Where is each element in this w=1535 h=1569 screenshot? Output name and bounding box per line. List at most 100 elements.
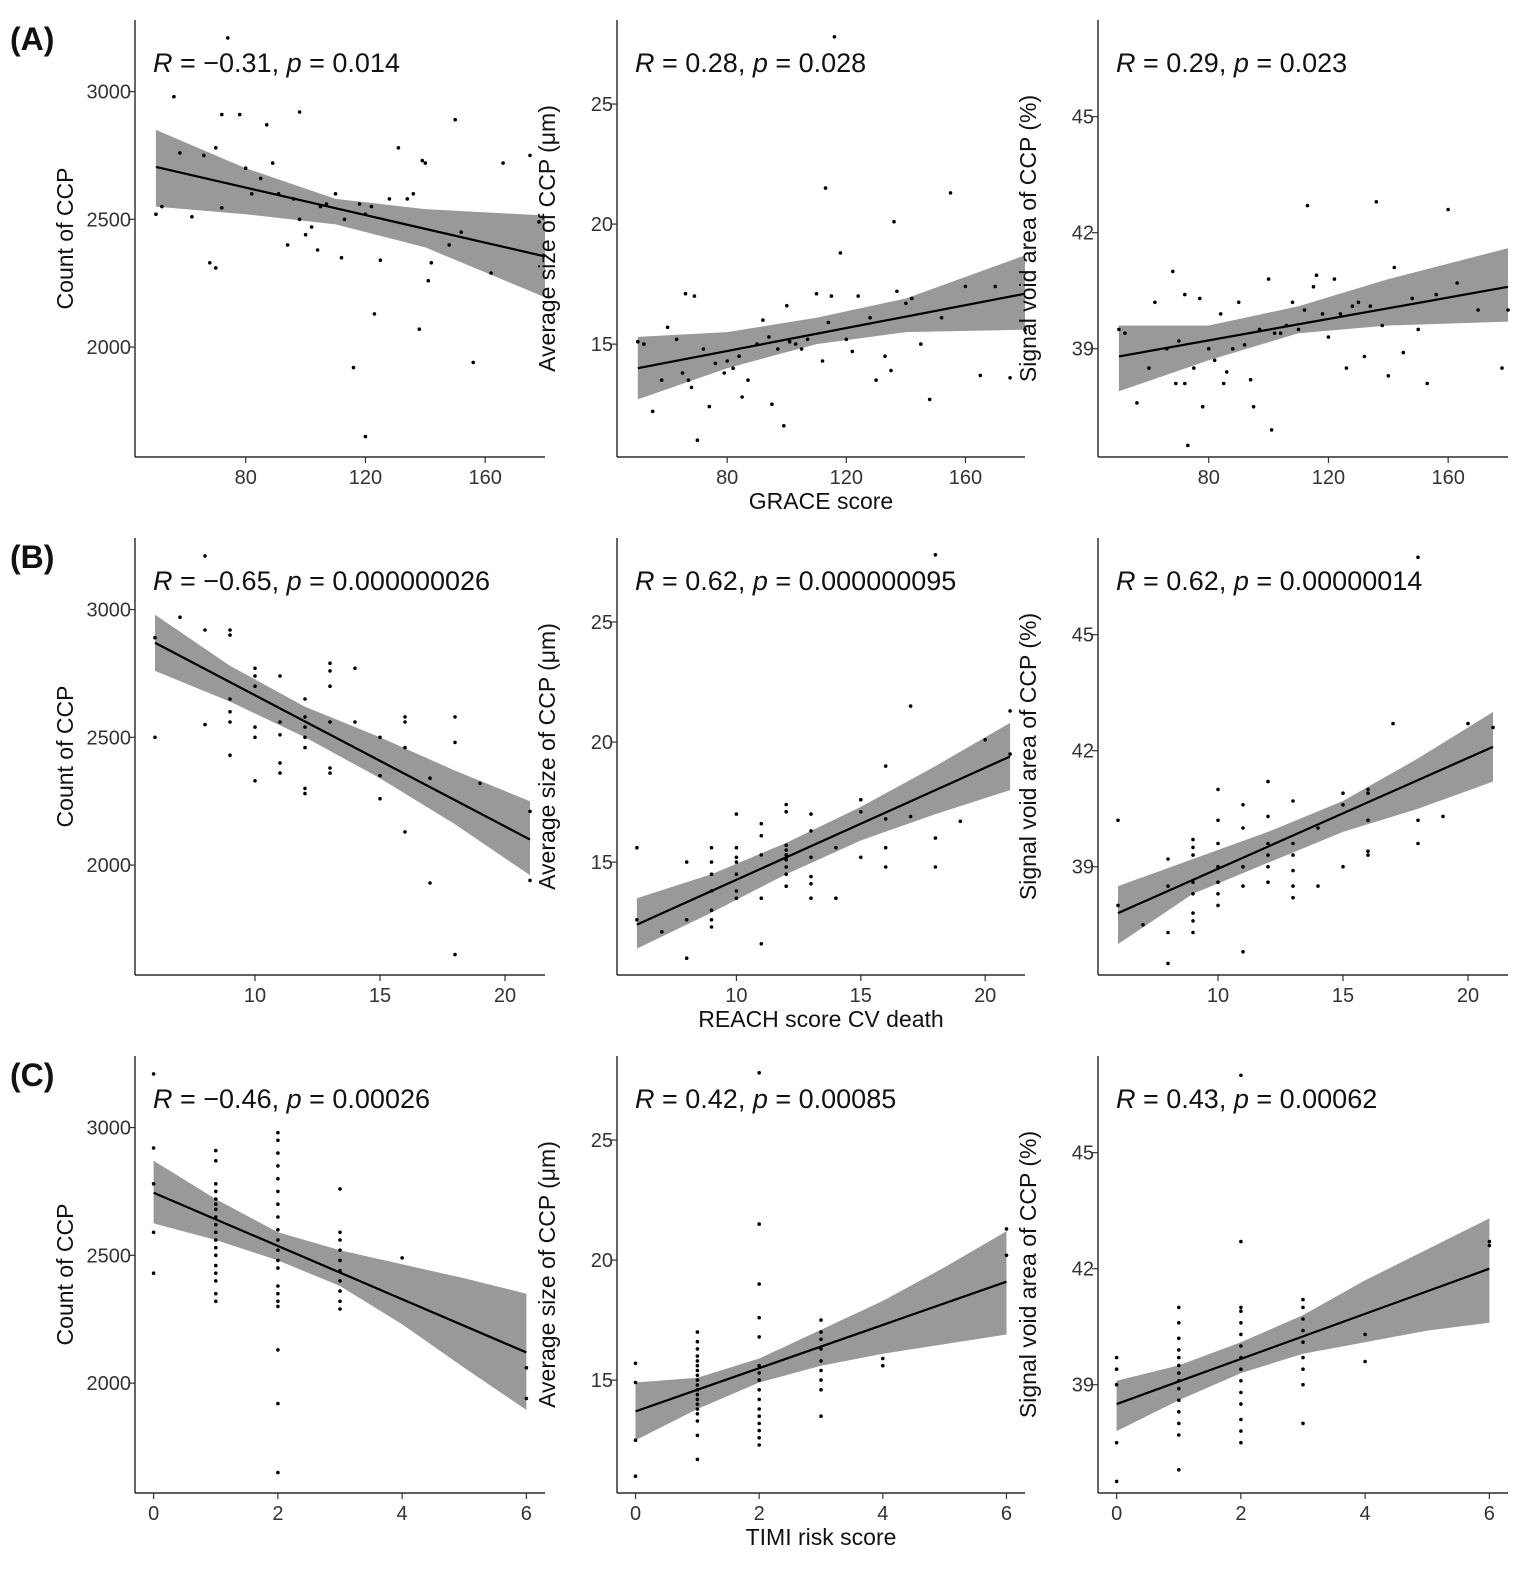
data-point	[447, 243, 452, 247]
data-point	[1177, 1398, 1181, 1402]
y-axis-label: Signal void area of CCP (%)	[1015, 613, 1041, 900]
data-point	[276, 1215, 280, 1219]
data-point	[933, 865, 938, 869]
data-point	[881, 1363, 885, 1368]
data-point	[695, 1373, 700, 1378]
data-point	[695, 1457, 700, 1462]
data-point	[1216, 841, 1220, 846]
data-point	[636, 339, 640, 344]
data-point	[1174, 381, 1178, 386]
data-point	[859, 797, 863, 802]
x-tick-label: 6	[521, 1503, 532, 1525]
data-point	[1008, 752, 1012, 756]
data-point	[214, 1189, 218, 1194]
data-point	[695, 1359, 700, 1363]
data-point	[819, 1359, 823, 1363]
y-axis-label: Count of CCP	[52, 686, 78, 828]
data-point	[1374, 200, 1379, 204]
data-point	[203, 554, 207, 558]
data-point	[403, 830, 407, 834]
x-tick-label: 0	[1111, 1503, 1122, 1525]
data-point	[889, 368, 893, 373]
data-point	[363, 212, 368, 216]
data-point	[1366, 787, 1370, 792]
data-point	[1239, 1379, 1243, 1383]
data-point	[1241, 884, 1245, 888]
data-point	[1311, 285, 1316, 289]
data-point	[799, 347, 804, 351]
x-axis-label: TIMI risk score	[746, 1524, 897, 1550]
data-point	[428, 776, 432, 780]
data-point	[228, 720, 232, 724]
x-tick-label: 6	[1484, 1503, 1495, 1525]
x-tick-label: 160	[1431, 467, 1464, 489]
data-point	[1366, 818, 1370, 823]
data-point	[471, 360, 476, 365]
y-tick-label: 20	[591, 732, 613, 754]
data-point	[1301, 1382, 1305, 1387]
y-tick-label: 3000	[87, 82, 132, 104]
data-point	[378, 735, 382, 740]
y-axis-label: Average size of CCP (μm)	[534, 1141, 560, 1408]
data-point	[709, 860, 714, 864]
data-point	[707, 404, 712, 409]
data-point	[528, 878, 532, 883]
data-point	[276, 1202, 280, 1206]
data-point	[1269, 428, 1274, 432]
data-point	[1212, 358, 1217, 363]
data-point	[278, 733, 282, 737]
y-tick-label: 2500	[87, 209, 132, 231]
data-point	[276, 1470, 280, 1475]
data-point	[1200, 404, 1205, 409]
data-point	[1356, 300, 1361, 305]
data-point	[278, 761, 282, 765]
data-point	[709, 845, 714, 850]
data-point	[686, 378, 691, 383]
data-point	[363, 434, 368, 439]
data-point	[1487, 1239, 1492, 1244]
data-point	[1366, 853, 1370, 857]
data-point	[785, 303, 789, 308]
data-point	[709, 889, 714, 893]
data-point	[333, 192, 338, 196]
data-point	[339, 255, 344, 260]
data-point	[883, 764, 888, 768]
data-point	[659, 378, 664, 383]
data-point	[819, 1414, 823, 1418]
data-point	[689, 385, 694, 390]
data-point	[1177, 1379, 1181, 1383]
data-point	[633, 1474, 638, 1478]
data-point	[757, 1397, 761, 1402]
data-point	[908, 704, 913, 708]
data-point	[285, 243, 290, 247]
data-point	[226, 36, 230, 40]
data-point	[1166, 857, 1170, 861]
data-point	[258, 176, 263, 181]
y-axis-label: Count of CCP	[52, 1204, 78, 1346]
data-point	[1291, 799, 1295, 803]
data-point	[1301, 1355, 1305, 1360]
correlation-stat: R = −0.31, p = 0.014	[153, 48, 400, 78]
data-point	[214, 1263, 218, 1268]
data-point	[809, 829, 813, 833]
data-point	[759, 853, 764, 857]
data-point	[420, 158, 425, 163]
data-point	[151, 1230, 156, 1235]
data-point	[963, 284, 968, 289]
data-point	[1278, 331, 1283, 336]
data-point	[453, 715, 457, 719]
x-tick-label: 0	[148, 1503, 159, 1525]
data-point	[948, 191, 953, 195]
confidence-band	[637, 255, 1025, 400]
data-point	[303, 715, 307, 719]
data-point	[1266, 779, 1270, 784]
data-point	[757, 1436, 761, 1440]
data-point	[403, 745, 407, 750]
data-point	[892, 219, 896, 224]
data-point	[757, 1071, 761, 1075]
data-point	[904, 301, 908, 306]
x-tick-label: 10	[244, 985, 266, 1007]
data-point	[1290, 300, 1295, 305]
data-point	[709, 872, 714, 876]
data-point	[759, 896, 764, 900]
